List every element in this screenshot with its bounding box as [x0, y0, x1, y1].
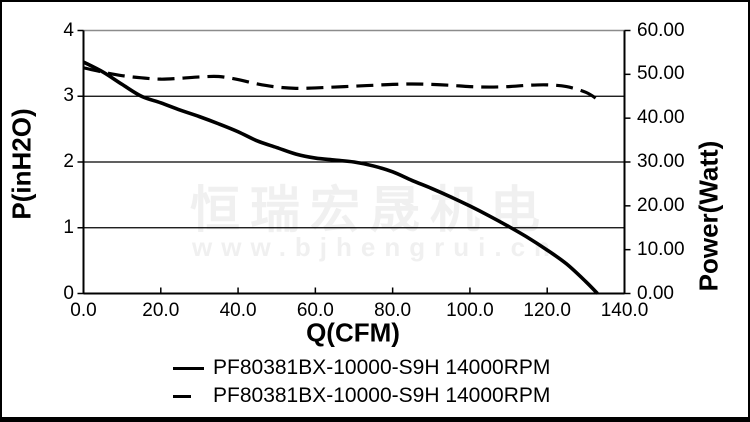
watermark-url-text: www.bjhengrui.cn	[192, 232, 559, 262]
solid-line-swatch-icon	[173, 354, 213, 382]
pressure-curve	[82, 60, 599, 295]
power-curve	[83, 66, 599, 101]
dashed-line-swatch-icon	[173, 382, 213, 410]
legend-item-pressure-curve: PF80381BX-10000-S9H 14000RPM	[173, 354, 550, 382]
legend: PF80381BX-10000-S9H 14000RPM PF80381BX-1…	[173, 354, 550, 410]
legend-item-power-curve: PF80381BX-10000-S9H 14000RPM	[173, 382, 550, 410]
legend-label-pressure: PF80381BX-10000-S9H 14000RPM	[213, 356, 551, 379]
legend-label-power: PF80381BX-10000-S9H 14000RPM	[213, 384, 551, 407]
